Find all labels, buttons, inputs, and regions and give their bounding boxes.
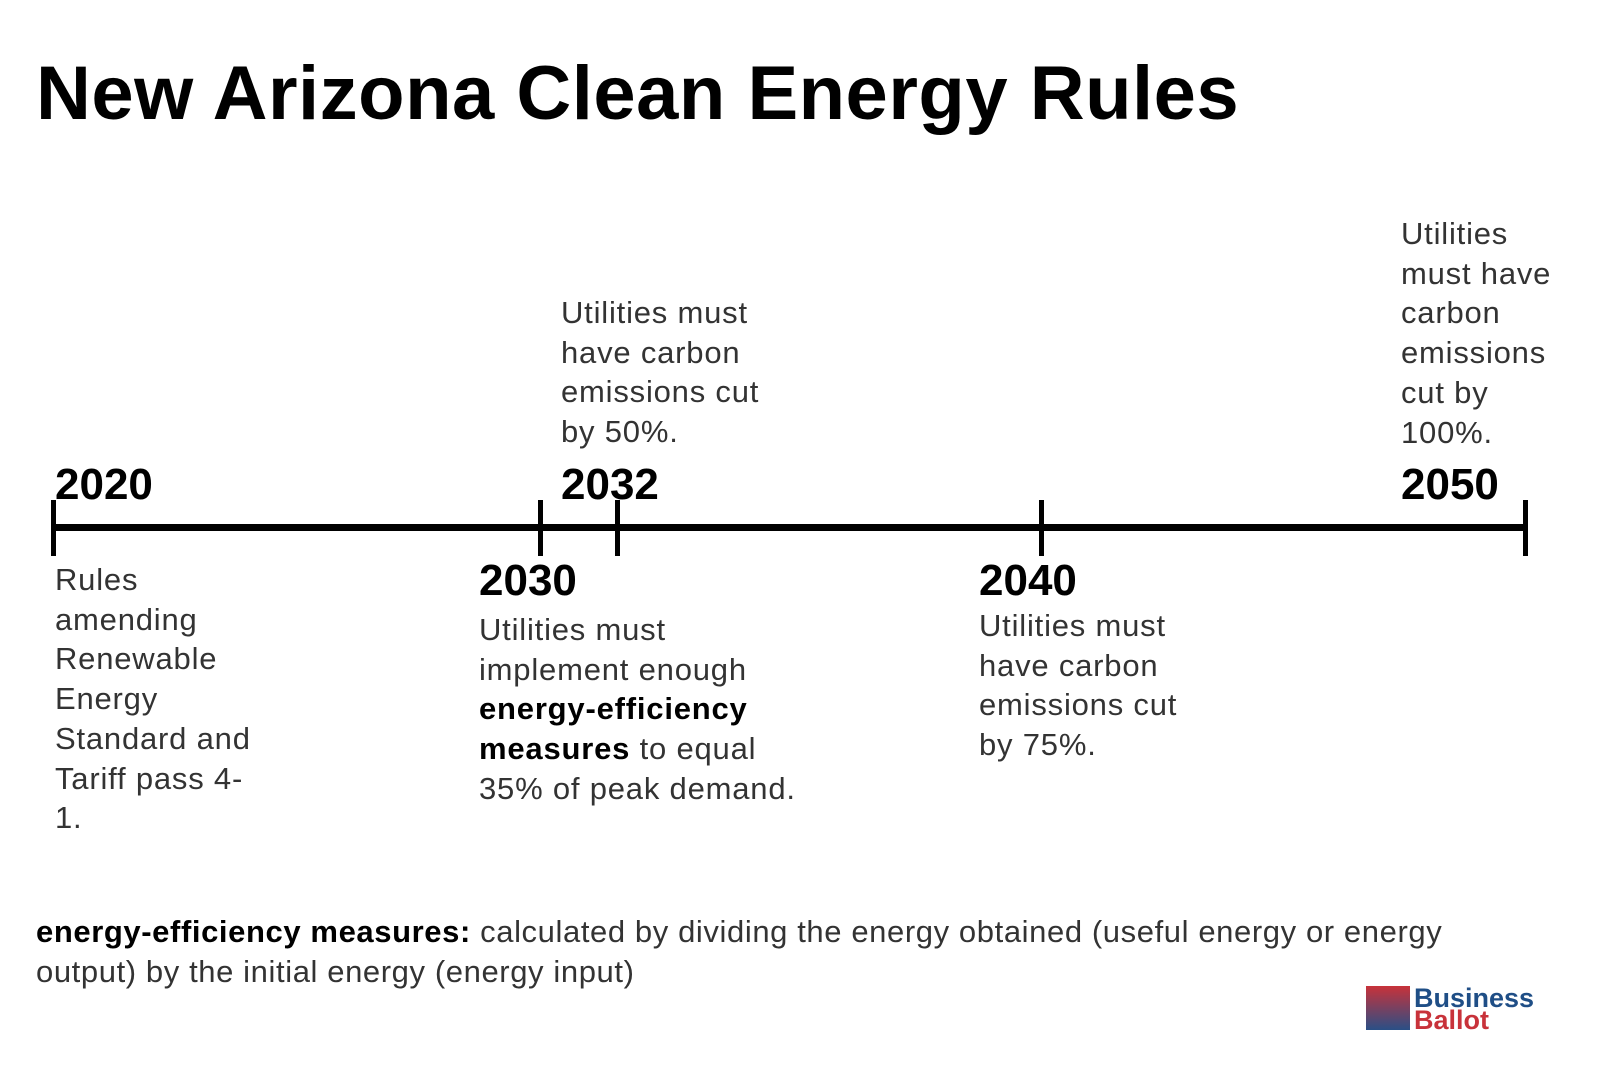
tick-2050 bbox=[1523, 500, 1528, 556]
tick-2030 bbox=[538, 500, 543, 556]
term-highlight: energy-efficiency measures bbox=[479, 691, 748, 767]
logo-square-icon bbox=[1366, 986, 1410, 1030]
milestone-2050-text: Utilities must have carbon emissions cut… bbox=[1401, 216, 1552, 450]
tick-2040 bbox=[1039, 500, 1044, 556]
logo-line2: Ballot bbox=[1414, 1005, 1490, 1035]
business-ballot-logo: Business Ballot bbox=[1366, 983, 1556, 1035]
milestone-2020-text: Rules amending Renewable Energy Standard… bbox=[55, 562, 251, 836]
footnote: energy-efficiency measures: calculated b… bbox=[36, 912, 1496, 992]
timeline-axis bbox=[53, 524, 1528, 531]
milestone-2030-text: Utilities must implement enough energy-e… bbox=[479, 612, 796, 806]
year-2040: 2040 bbox=[979, 556, 1077, 605]
year-2030: 2030 bbox=[479, 556, 577, 605]
tick-2020 bbox=[51, 500, 56, 556]
page-title: New Arizona Clean Energy Rules bbox=[36, 51, 1240, 136]
tick-2032 bbox=[615, 500, 620, 556]
logo-line1: Business bbox=[1414, 983, 1535, 1013]
year-2050: 2050 bbox=[1401, 460, 1499, 509]
milestone-2032-text: Utilities must have carbon emissions cut… bbox=[561, 295, 760, 450]
milestone-2040-text: Utilities must have carbon emissions cut… bbox=[979, 608, 1178, 763]
footnote-definition: calculated by dividing the energy obtain… bbox=[36, 914, 1443, 989]
year-2032: 2032 bbox=[561, 460, 659, 509]
year-2020: 2020 bbox=[55, 460, 153, 509]
footnote-term: energy-efficiency measures: bbox=[36, 914, 471, 949]
